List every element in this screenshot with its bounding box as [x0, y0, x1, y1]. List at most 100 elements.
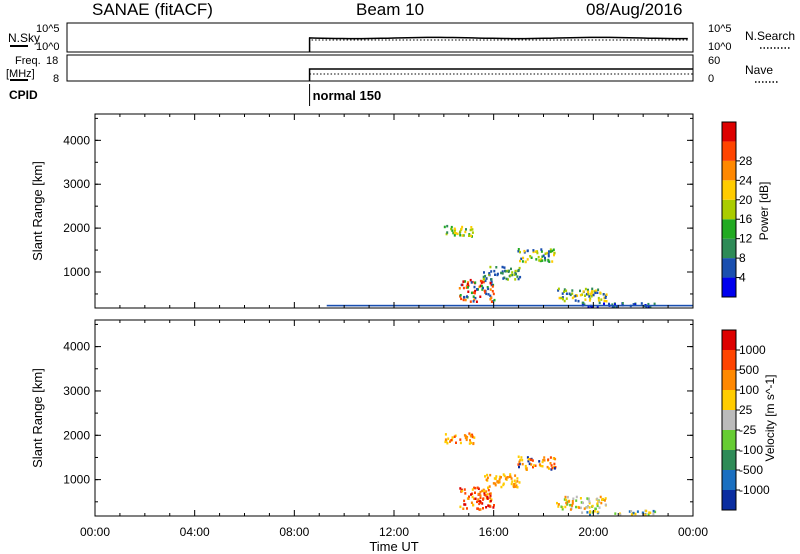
data-pixel: [520, 456, 523, 459]
colorbar-segment: [722, 330, 736, 350]
data-pixel: [574, 299, 577, 302]
data-pixel: [597, 296, 600, 300]
colorbar-tick-label: 12: [739, 232, 753, 246]
data-pixel: [470, 226, 473, 229]
data-pixel: [484, 291, 487, 294]
data-pixel: [487, 293, 490, 296]
data-pixel: [558, 296, 561, 300]
data-pixel: [472, 300, 475, 303]
data-pixel: [510, 477, 513, 480]
data-pixel: [521, 462, 524, 466]
data-pixel: [541, 255, 544, 258]
data-pixel: [564, 495, 567, 499]
data-pixel: [449, 440, 451, 443]
data-pixel: [634, 303, 637, 306]
data-pixel: [596, 291, 599, 294]
data-pixel: [492, 300, 495, 303]
data-pixel: [549, 462, 552, 465]
data-pixel: [538, 463, 541, 466]
data-pixel: [470, 281, 473, 284]
data-pixel: [487, 287, 490, 291]
data-pixel: [484, 274, 487, 278]
data-pixel: [546, 465, 549, 469]
data-pixel: [530, 463, 533, 466]
data-pixel: [549, 248, 552, 251]
data-pixel: [474, 497, 477, 500]
ground-scatter-band: [326, 304, 693, 307]
data-pixel: [540, 250, 543, 253]
data-pixel: [483, 278, 485, 281]
data-pixel: [504, 270, 507, 273]
data-pixel: [480, 284, 483, 288]
data-pixel: [446, 442, 449, 445]
freq-trace: [308, 68, 693, 81]
velocity-colorbar-label: Velocity [m s^-1]: [763, 375, 777, 462]
data-pixel: [615, 305, 618, 309]
data-pixel: [526, 258, 529, 261]
data-pixel: [569, 508, 572, 511]
data-pixel: [502, 483, 505, 487]
data-pixel: [517, 268, 520, 272]
data-pixel: [477, 487, 480, 490]
colorbar-tick-label: 4: [739, 271, 746, 285]
data-pixel: [541, 259, 544, 262]
cpid-value: normal 150: [313, 88, 382, 103]
data-pixel: [598, 500, 601, 504]
data-pixel: [575, 499, 578, 502]
data-pixel: [518, 460, 521, 464]
data-pixel: [464, 298, 467, 302]
data-pixel: [467, 290, 470, 293]
cpid-label: CPID: [9, 88, 38, 102]
data-pixel: [490, 270, 493, 273]
data-pixel: [547, 458, 550, 461]
data-pixel: [580, 501, 583, 504]
data-pixel: [548, 250, 550, 253]
data-pixel: [470, 501, 473, 504]
data-pixel: [569, 503, 572, 507]
data-pixel: [575, 505, 577, 509]
data-pixel: [471, 433, 474, 437]
y-tick-label: 4000: [63, 133, 90, 147]
data-pixel: [484, 279, 487, 283]
data-pixel: [553, 253, 555, 257]
data-pixel: [536, 251, 539, 255]
data-pixel: [520, 257, 523, 261]
data-pixel: [647, 302, 650, 306]
data-pixel: [514, 269, 517, 273]
data-pixel: [588, 506, 591, 509]
data-pixel: [479, 279, 482, 283]
data-pixel: [653, 302, 656, 306]
data-pixel: [463, 503, 466, 506]
data-pixel: [586, 497, 589, 500]
data-pixel: [498, 475, 501, 479]
data-pixel: [614, 512, 617, 515]
colorbar-tick-label: -1000: [739, 483, 770, 497]
data-pixel: [447, 437, 450, 440]
data-pixel: [514, 271, 517, 274]
data-pixel: [644, 513, 647, 517]
data-pixel: [563, 498, 566, 501]
data-pixel: [452, 231, 455, 235]
data-pixel: [541, 465, 544, 468]
data-pixel: [479, 490, 482, 494]
data-pixel: [579, 289, 581, 293]
data-pixel: [563, 299, 566, 303]
data-pixel: [515, 272, 517, 276]
data-pixel: [487, 486, 489, 489]
data-pixel: [604, 296, 607, 299]
data-pixel: [599, 495, 602, 499]
data-pixel: [524, 464, 527, 468]
colorbar-tick-label: 500: [739, 363, 759, 377]
data-pixel: [647, 513, 650, 516]
data-pixel: [604, 497, 607, 500]
data-pixel: [487, 488, 490, 492]
data-pixel: [561, 508, 564, 511]
colorbar-tick-label: 8: [739, 251, 746, 265]
data-pixel: [474, 491, 476, 494]
data-pixel: [596, 502, 599, 506]
data-pixel: [579, 293, 582, 297]
data-pixel: [460, 297, 463, 301]
data-pixel: [524, 467, 527, 470]
data-pixel: [603, 299, 606, 303]
data-pixel: [476, 507, 479, 510]
